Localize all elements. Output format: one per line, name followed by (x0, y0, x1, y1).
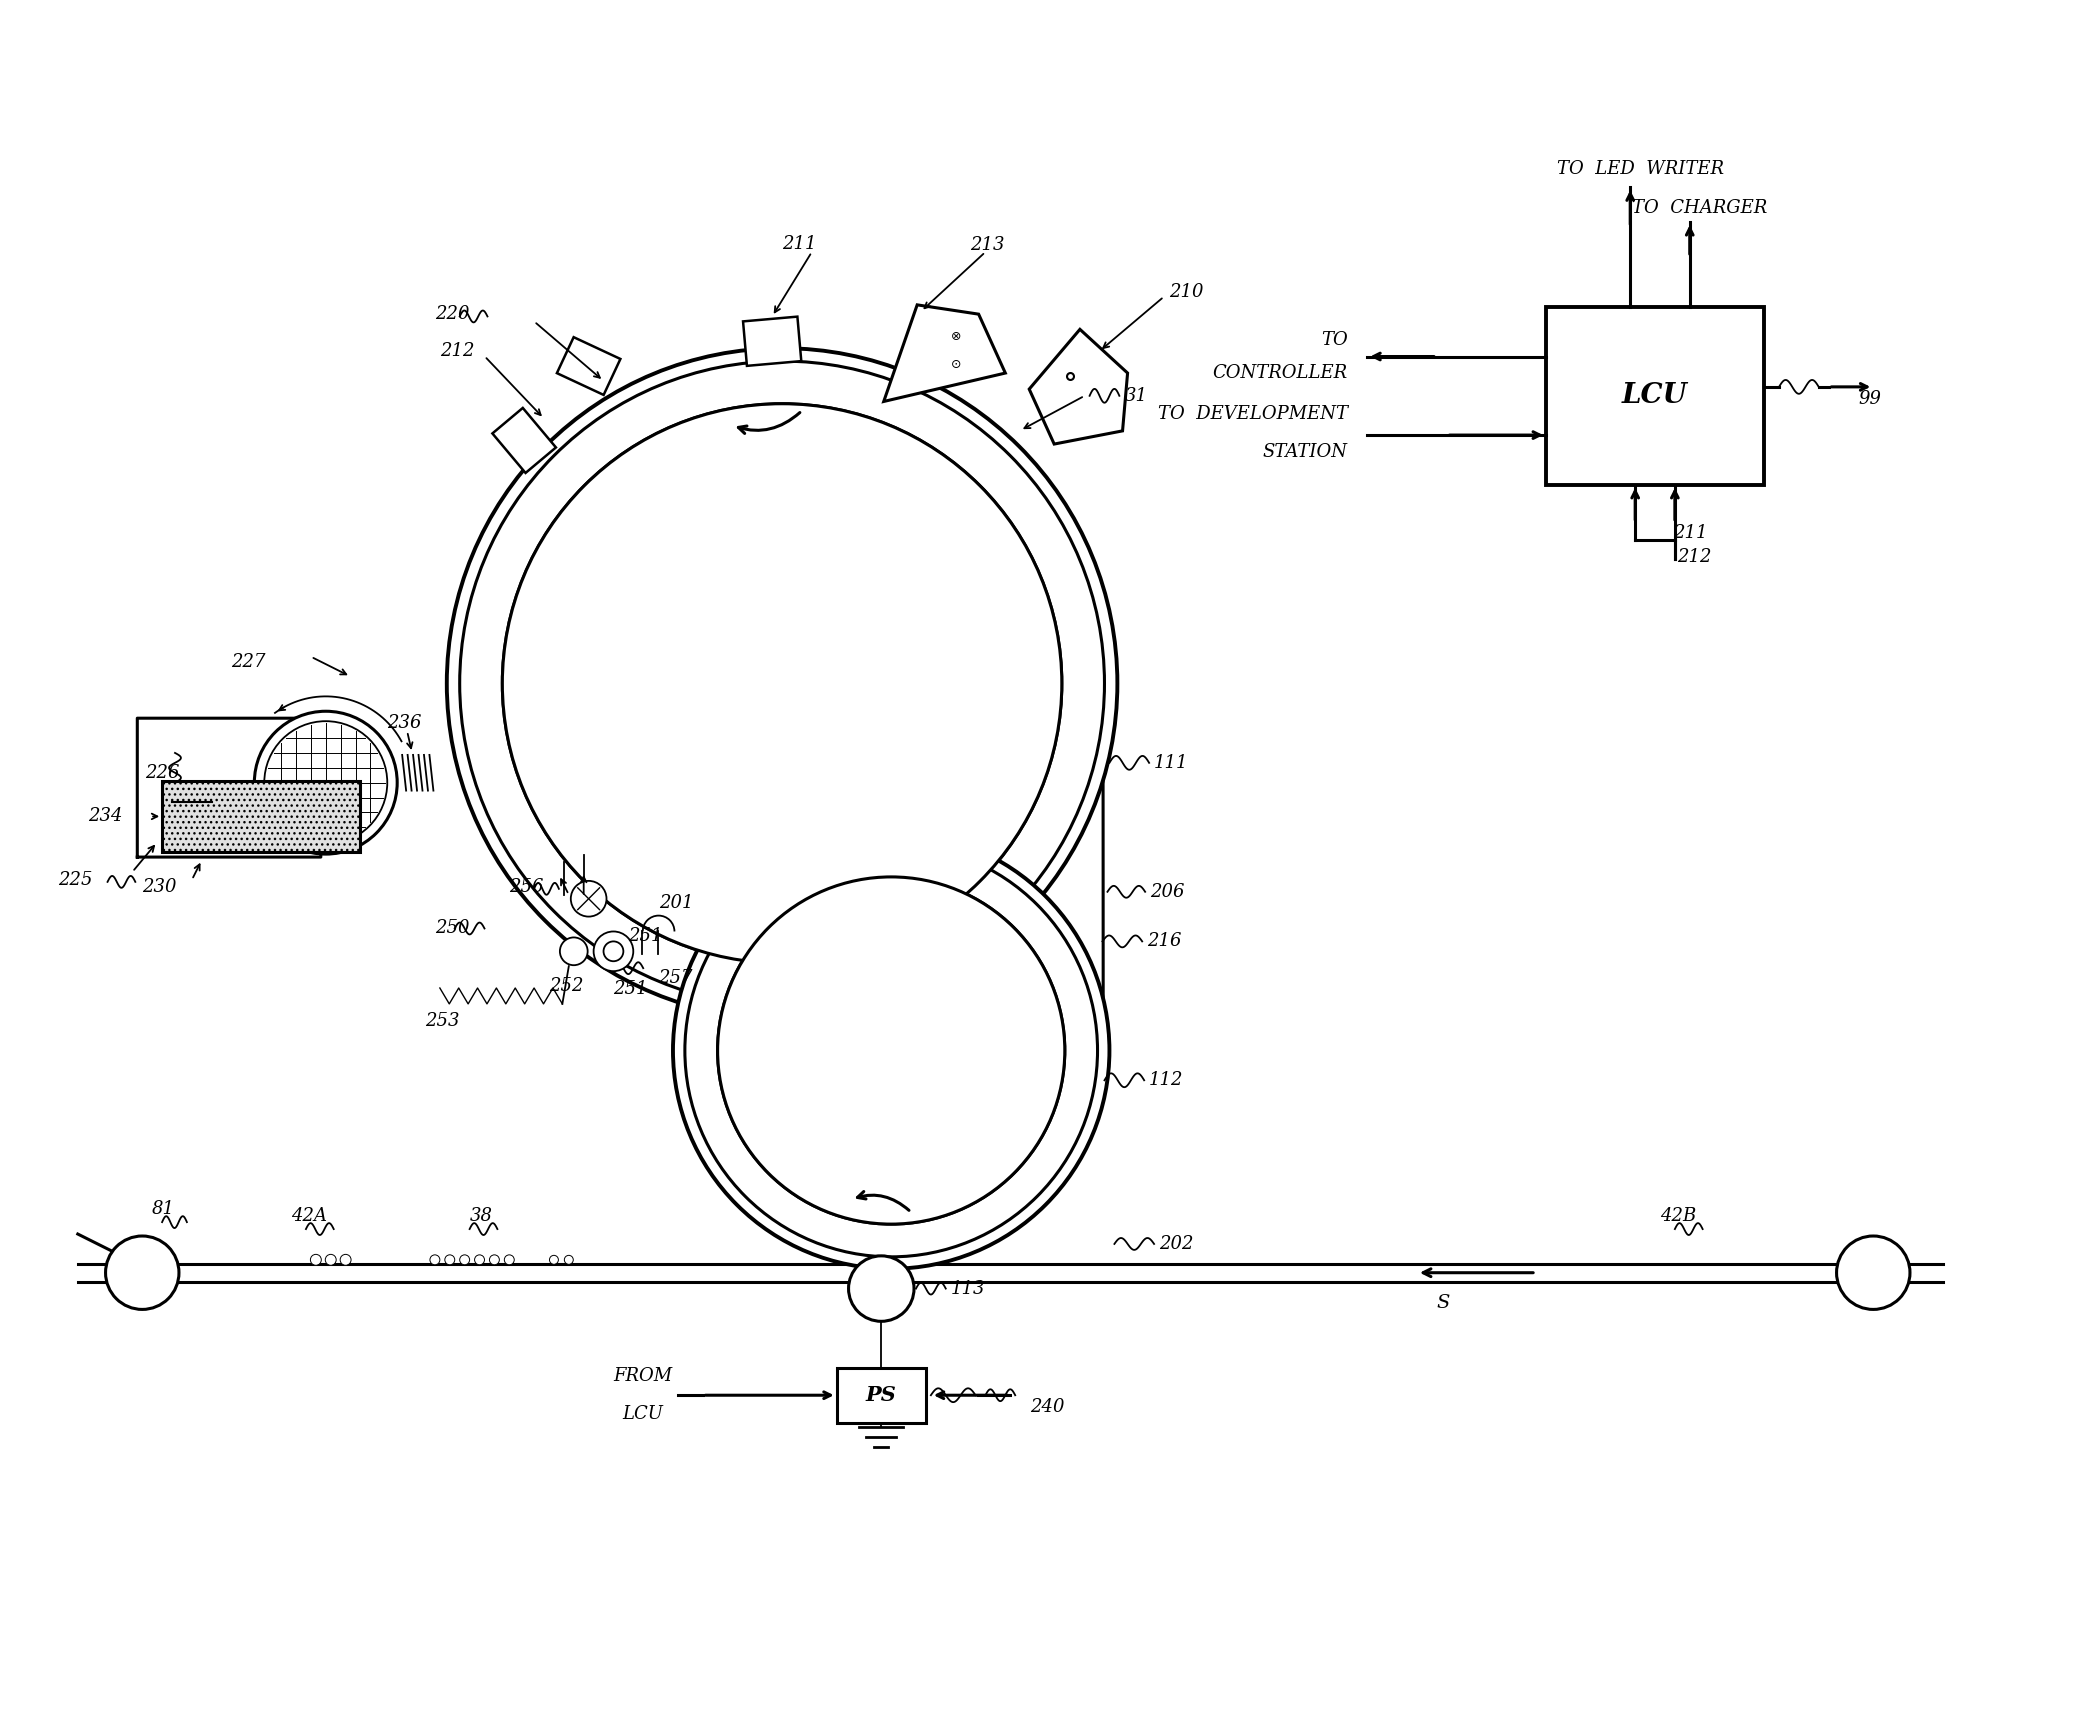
Text: LCU: LCU (1622, 383, 1689, 409)
Text: 42A: 42A (291, 1207, 327, 1225)
Bar (1545, 307, 1764, 485)
Text: ⊙: ⊙ (951, 357, 961, 371)
Circle shape (505, 407, 1059, 960)
Circle shape (447, 348, 1117, 1018)
Circle shape (560, 937, 589, 965)
Text: 211: 211 (1672, 523, 1708, 542)
Circle shape (310, 1254, 320, 1266)
Circle shape (460, 1256, 470, 1264)
Text: 250: 250 (435, 920, 470, 937)
Circle shape (445, 1256, 456, 1264)
Text: 112: 112 (1148, 1072, 1184, 1089)
Text: LCU: LCU (622, 1405, 664, 1424)
Text: 201: 201 (659, 894, 693, 913)
Circle shape (503, 404, 1061, 963)
Polygon shape (137, 719, 320, 857)
Circle shape (593, 932, 632, 972)
Polygon shape (884, 305, 1005, 402)
Polygon shape (743, 317, 801, 365)
Text: 81: 81 (152, 1200, 175, 1218)
Bar (836, 1368, 926, 1422)
Circle shape (254, 712, 397, 854)
Text: ⊗: ⊗ (951, 329, 961, 343)
Text: 230: 230 (141, 878, 177, 895)
Text: 251: 251 (614, 980, 649, 998)
Text: 257: 257 (657, 970, 693, 987)
Circle shape (674, 833, 1109, 1270)
Polygon shape (557, 338, 620, 395)
Circle shape (503, 1256, 514, 1264)
Circle shape (474, 1256, 485, 1264)
Text: 211: 211 (782, 236, 817, 253)
Circle shape (603, 942, 624, 961)
Bar (162, 781, 360, 852)
Text: 202: 202 (1159, 1235, 1194, 1252)
Text: TO: TO (1321, 331, 1348, 348)
Text: 210: 210 (1169, 282, 1204, 301)
Circle shape (489, 1256, 499, 1264)
Text: 31: 31 (1125, 386, 1148, 405)
Circle shape (549, 1256, 557, 1264)
Circle shape (106, 1237, 179, 1309)
Circle shape (720, 880, 1061, 1221)
Polygon shape (1030, 329, 1127, 443)
Circle shape (684, 843, 1098, 1257)
Text: 256: 256 (510, 878, 543, 895)
Text: 216: 216 (1148, 932, 1181, 951)
Text: S: S (1437, 1294, 1450, 1313)
Text: 220: 220 (435, 305, 470, 324)
Text: STATION: STATION (1263, 443, 1348, 461)
Circle shape (341, 1254, 352, 1266)
Text: CONTROLLER: CONTROLLER (1213, 364, 1348, 383)
Text: 113: 113 (951, 1280, 986, 1297)
Circle shape (849, 1256, 913, 1322)
Text: 38: 38 (470, 1207, 493, 1225)
Circle shape (564, 1256, 574, 1264)
Text: 212: 212 (1676, 547, 1712, 566)
Text: 212: 212 (439, 343, 474, 360)
Text: TO  LED  WRITER: TO LED WRITER (1556, 159, 1724, 178)
Circle shape (718, 876, 1065, 1225)
Text: 236: 236 (387, 714, 422, 733)
Circle shape (718, 876, 1065, 1225)
Text: 252: 252 (549, 977, 584, 994)
Text: 206: 206 (1150, 883, 1186, 901)
Circle shape (460, 360, 1104, 1006)
Circle shape (1837, 1237, 1909, 1309)
Text: 213: 213 (971, 236, 1005, 255)
Text: TO  CHARGER: TO CHARGER (1633, 199, 1768, 216)
Circle shape (570, 882, 607, 916)
Text: TO  DEVELOPMENT: TO DEVELOPMENT (1156, 405, 1348, 423)
Text: 226: 226 (146, 764, 179, 781)
Circle shape (431, 1256, 439, 1264)
Text: 225: 225 (58, 871, 92, 889)
Text: 227: 227 (231, 653, 266, 670)
Text: 251: 251 (628, 927, 664, 946)
Text: 111: 111 (1154, 753, 1188, 772)
Polygon shape (493, 409, 555, 473)
Text: 234: 234 (87, 807, 123, 826)
Text: 253: 253 (424, 1011, 460, 1031)
Text: 42B: 42B (1660, 1207, 1695, 1225)
Circle shape (264, 721, 387, 843)
Circle shape (324, 1254, 337, 1266)
Text: 240: 240 (1030, 1398, 1065, 1417)
Text: PS: PS (865, 1386, 896, 1405)
Circle shape (503, 404, 1061, 963)
Text: 99: 99 (1857, 390, 1882, 407)
Text: FROM: FROM (614, 1367, 672, 1386)
